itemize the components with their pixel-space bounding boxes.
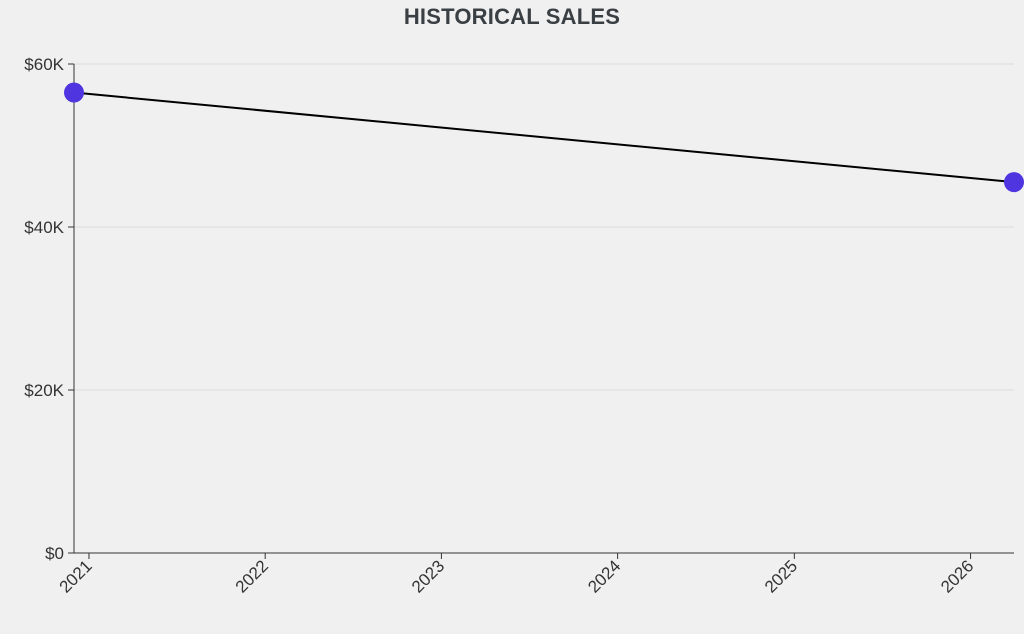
series-layer xyxy=(64,82,1024,193)
data-point[interactable] xyxy=(64,82,84,103)
x-tick-label: 2023 xyxy=(408,556,448,596)
y-tick-label: $40K xyxy=(24,218,64,237)
y-tick-label: $20K xyxy=(24,381,64,400)
series-line xyxy=(73,91,1015,184)
x-tick-label: 2026 xyxy=(937,556,977,596)
x-tick-label: 2022 xyxy=(232,556,272,596)
data-point[interactable] xyxy=(1004,172,1024,193)
x-tick-label: 2025 xyxy=(761,556,801,596)
grid-lines xyxy=(74,63,1014,391)
chart-title: HISTORICAL SALES xyxy=(403,4,621,29)
y-tick-label: $60K xyxy=(24,55,64,74)
axes xyxy=(68,63,1014,559)
y-tick-label: $0 xyxy=(45,544,64,563)
x-tick-label: 2024 xyxy=(584,556,624,596)
